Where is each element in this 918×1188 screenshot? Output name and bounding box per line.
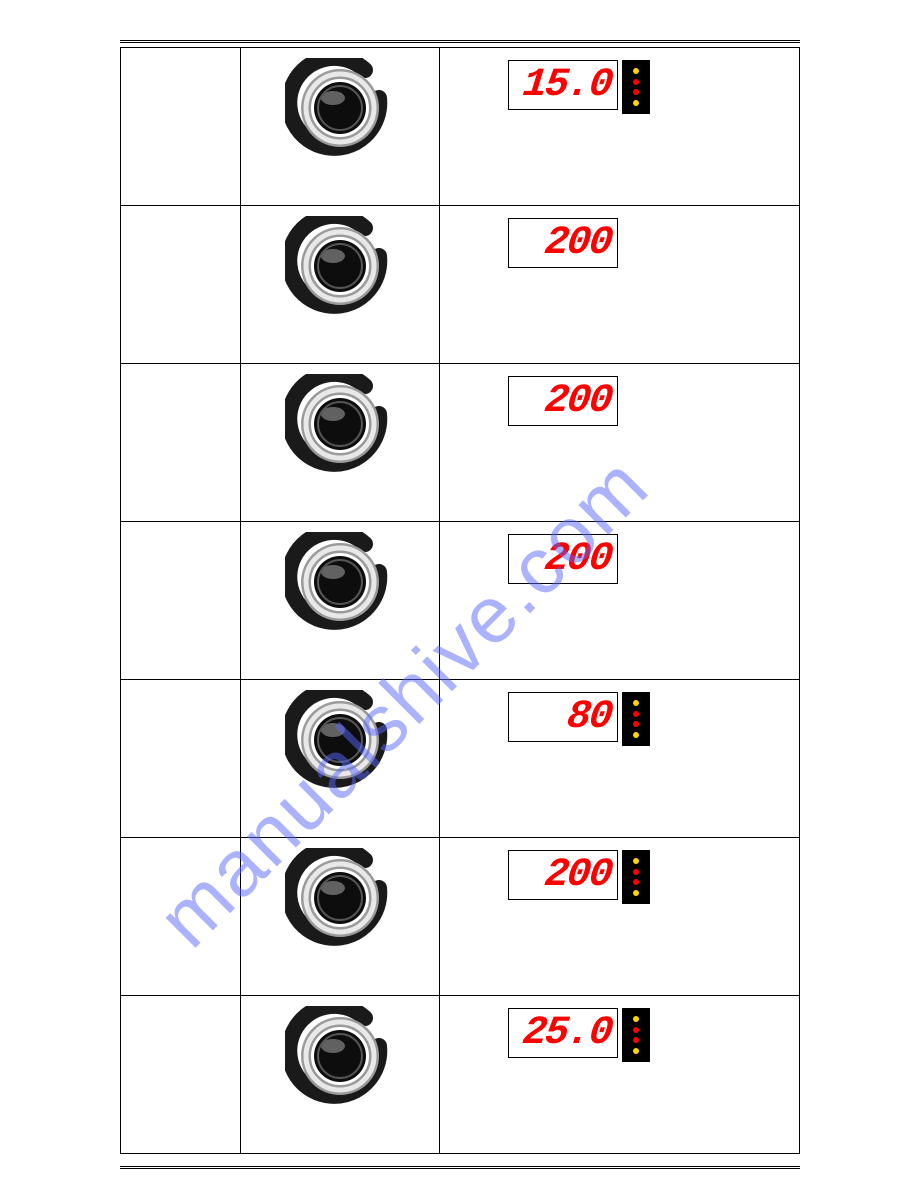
led-dot: [633, 711, 639, 717]
knob-wrap[interactable]: [285, 532, 395, 637]
bottom-rule: [120, 1166, 800, 1169]
knob-wrap[interactable]: [285, 216, 395, 321]
knob-wrap[interactable]: [285, 1006, 395, 1111]
display-value: 15.0: [521, 66, 613, 106]
label-cell: [121, 680, 241, 838]
seven-segment-display: 80: [508, 692, 618, 742]
display-row: 200: [508, 850, 791, 904]
table-row: 25.0: [121, 996, 800, 1154]
seven-segment-display: 15.0: [508, 60, 618, 110]
led-panel: [622, 850, 650, 904]
page-container: 15.0 200: [120, 40, 800, 1169]
label-cell: [121, 206, 241, 364]
seven-segment-display: 200: [508, 218, 618, 268]
led-dot: [633, 89, 639, 95]
display-value: 200: [543, 382, 613, 422]
led-panel: [622, 60, 650, 114]
led-dot: [633, 858, 639, 864]
led-dot: [633, 1037, 639, 1043]
table-row: 200: [121, 838, 800, 996]
knob-cell: [240, 364, 440, 522]
knob-icon: [285, 1006, 395, 1106]
led-dot: [633, 68, 639, 74]
table-row: 200: [121, 522, 800, 680]
display-value: 200: [543, 856, 613, 896]
display-value: 200: [543, 224, 613, 264]
top-rule: [120, 40, 800, 43]
display-cell: 15.0: [440, 48, 800, 206]
led-dot: [633, 721, 639, 727]
knob-cell: [240, 996, 440, 1154]
led-dot: [633, 1048, 639, 1054]
display-cell: 200: [440, 364, 800, 522]
display-cell: 80: [440, 680, 800, 838]
led-panel: [622, 1008, 650, 1062]
knob-wrap[interactable]: [285, 58, 395, 163]
led-dot: [633, 79, 639, 85]
led-dot: [633, 890, 639, 896]
display-row: 200: [508, 376, 791, 426]
seven-segment-display: 25.0: [508, 1008, 618, 1058]
seven-segment-display: 200: [508, 376, 618, 426]
led-dot: [633, 879, 639, 885]
display-cell: 25.0: [440, 996, 800, 1154]
knob-icon: [285, 532, 395, 632]
label-cell: [121, 522, 241, 680]
led-dot: [633, 1027, 639, 1033]
label-cell: [121, 838, 241, 996]
knob-icon: [285, 848, 395, 948]
knob-icon: [285, 58, 395, 158]
knob-cell: [240, 522, 440, 680]
display-row: 200: [508, 534, 791, 584]
table-row: 200: [121, 364, 800, 522]
display-value: 200: [543, 540, 613, 580]
knob-wrap[interactable]: [285, 374, 395, 479]
knob-icon: [285, 374, 395, 474]
table-row: 80: [121, 680, 800, 838]
seven-segment-display: 200: [508, 534, 618, 584]
knob-cell: [240, 48, 440, 206]
label-cell: [121, 996, 241, 1154]
display-cell: 200: [440, 522, 800, 680]
knob-cell: [240, 206, 440, 364]
led-dot: [633, 700, 639, 706]
led-dot: [633, 100, 639, 106]
knob-icon: [285, 690, 395, 790]
seven-segment-display: 200: [508, 850, 618, 900]
display-value: 80: [565, 698, 613, 738]
display-value: 25.0: [521, 1014, 613, 1054]
knob-wrap[interactable]: [285, 690, 395, 795]
knob-icon: [285, 216, 395, 316]
knob-wrap[interactable]: [285, 848, 395, 953]
display-cell: 200: [440, 206, 800, 364]
display-row: 200: [508, 218, 791, 268]
display-row: 80: [508, 692, 791, 746]
knob-cell: [240, 838, 440, 996]
knob-cell: [240, 680, 440, 838]
led-dot: [633, 869, 639, 875]
label-cell: [121, 364, 241, 522]
display-row: 25.0: [508, 1008, 791, 1062]
settings-table: 15.0 200: [120, 47, 800, 1154]
table-row: 200: [121, 206, 800, 364]
led-dot: [633, 1016, 639, 1022]
label-cell: [121, 48, 241, 206]
led-panel: [622, 692, 650, 746]
led-dot: [633, 732, 639, 738]
display-row: 15.0: [508, 60, 791, 114]
table-row: 15.0: [121, 48, 800, 206]
display-cell: 200: [440, 838, 800, 996]
